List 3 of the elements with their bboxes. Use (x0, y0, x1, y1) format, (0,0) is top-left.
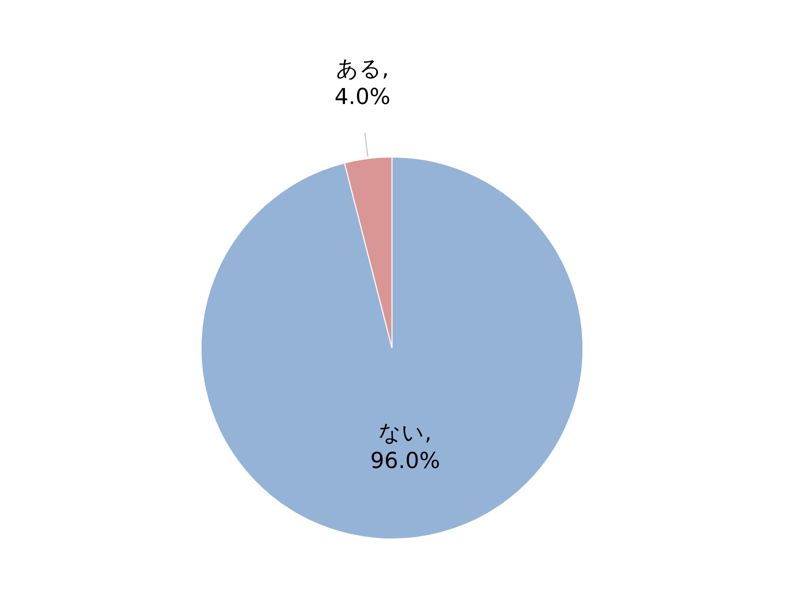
slice-label: ない (378, 421, 425, 446)
slice-label: ある (336, 56, 382, 82)
pie-slice (200, 156, 584, 540)
